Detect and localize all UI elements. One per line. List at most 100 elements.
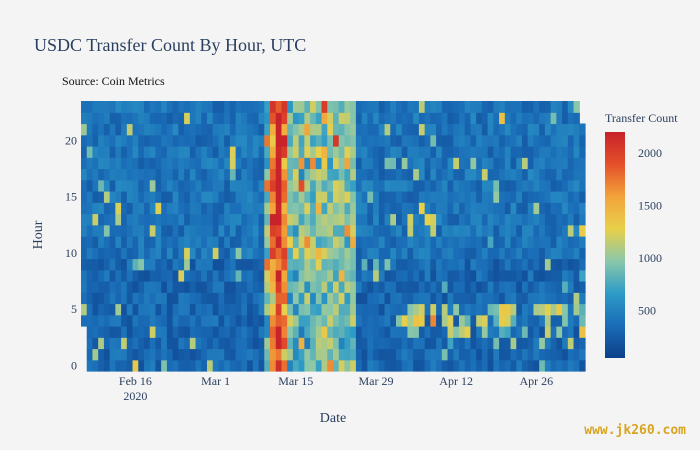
heatmap-cell [235, 292, 242, 305]
heatmap-cell [378, 134, 386, 147]
heatmap-cell [504, 213, 512, 226]
heatmap-cell [298, 134, 305, 147]
heatmap-cell [476, 337, 483, 350]
heatmap-cell [344, 191, 351, 203]
heatmap-cell [579, 303, 586, 316]
heatmap-cell [499, 359, 506, 372]
heatmap-cell [527, 258, 535, 271]
heatmap-cell [470, 202, 477, 215]
heatmap-cell [189, 247, 197, 260]
heatmap-cell [355, 326, 363, 338]
heatmap-cell [333, 348, 340, 361]
heatmap-cell [430, 146, 437, 158]
heatmap-cell [252, 269, 260, 282]
heatmap-cell [298, 359, 305, 372]
heatmap-cell [556, 258, 563, 271]
heatmap-cell [407, 101, 414, 113]
heatmap-cell [155, 292, 162, 305]
heatmap-cell [481, 191, 489, 203]
heatmap-cell [459, 247, 466, 260]
heatmap-cell [470, 191, 477, 203]
heatmap-cell [373, 337, 380, 350]
heatmap-cell [487, 202, 494, 215]
heatmap-cell [298, 269, 305, 282]
heatmap-cell [378, 179, 386, 192]
heatmap-cell [504, 269, 512, 282]
heatmap-cell [98, 191, 105, 203]
heatmap-cell [212, 146, 220, 158]
heatmap-cell [430, 326, 437, 338]
heatmap-cell [292, 146, 300, 158]
heatmap-cell [510, 168, 517, 181]
heatmap-cell [556, 191, 563, 203]
heatmap-cell [481, 101, 489, 113]
heatmap-cell [453, 269, 460, 282]
heatmap-cell [195, 247, 202, 260]
heatmap-cell [556, 314, 563, 327]
heatmap-cell [413, 303, 420, 316]
heatmap-cell [315, 359, 323, 372]
heatmap-cell [275, 247, 283, 260]
heatmap-cell [270, 303, 277, 316]
heatmap-cell [241, 236, 248, 248]
heatmap-cell [132, 303, 139, 316]
heatmap-cell [315, 281, 323, 293]
heatmap-cell [476, 292, 483, 305]
heatmap-cell [562, 168, 569, 181]
heatmap-cell [126, 157, 134, 170]
heatmap-cell [144, 269, 151, 282]
heatmap-cell [464, 236, 472, 248]
heatmap-cell [344, 314, 351, 327]
heatmap-cell [327, 314, 334, 327]
heatmap-cell [436, 157, 443, 170]
heatmap-cell [373, 359, 380, 372]
heatmap-cell [481, 326, 489, 338]
heatmap-cell [344, 157, 351, 170]
heatmap-cell [109, 247, 116, 260]
heatmap-cell [235, 359, 242, 372]
heatmap-cell [109, 292, 116, 305]
heatmap-cell [453, 146, 460, 158]
heatmap-cell [195, 202, 202, 215]
heatmap-cell [126, 281, 134, 293]
heatmap-cell [103, 134, 111, 147]
heatmap-cell [264, 202, 271, 215]
heatmap-cell [218, 134, 225, 147]
heatmap-cell [81, 123, 88, 136]
heatmap-cell [115, 213, 122, 226]
heatmap-cell [132, 326, 139, 338]
heatmap-cell [270, 258, 277, 271]
heatmap-cell [487, 112, 494, 125]
heatmap-cell [292, 326, 300, 338]
heatmap-cell [544, 112, 552, 125]
heatmap-cell [344, 123, 351, 136]
heatmap-cell [103, 146, 111, 158]
heatmap-cell [115, 314, 122, 327]
heatmap-cell [504, 157, 512, 170]
heatmap-cell [247, 146, 254, 158]
heatmap-cell [430, 213, 437, 226]
heatmap-cell [527, 269, 535, 282]
heatmap-cell [292, 269, 300, 282]
heatmap-cell [252, 157, 260, 170]
heatmap-cell [556, 134, 563, 147]
heatmap-cell [567, 348, 575, 361]
heatmap-cell [413, 134, 420, 147]
heatmap-cell [418, 146, 426, 158]
heatmap-cell [304, 123, 311, 136]
heatmap-cell [418, 134, 426, 147]
heatmap-cell [207, 168, 214, 181]
heatmap-cell [436, 314, 443, 327]
heatmap-cell [229, 314, 237, 327]
heatmap-cell [109, 224, 116, 237]
heatmap-cell [247, 123, 254, 136]
heatmap-cell [418, 236, 426, 248]
heatmap-cell [522, 247, 529, 260]
heatmap-cell [384, 123, 391, 136]
heatmap-cell [138, 326, 145, 338]
heatmap-cell [195, 326, 202, 338]
heatmap-cell [247, 112, 254, 125]
heatmap-cell [109, 146, 116, 158]
heatmap-cell [184, 236, 191, 248]
